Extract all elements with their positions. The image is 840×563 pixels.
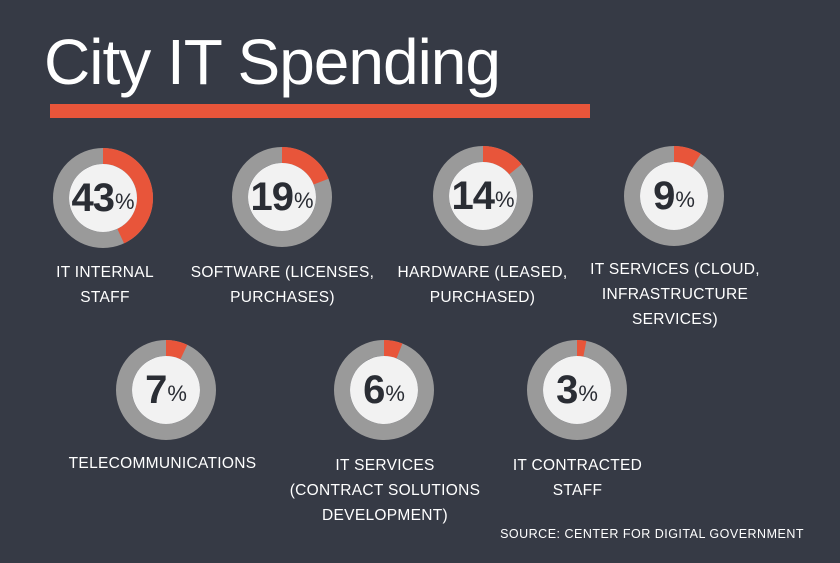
donut-track: [53, 148, 153, 248]
percent-sign: %: [167, 381, 187, 406]
percent-label: 3%: [527, 340, 627, 440]
donut-slice: [527, 340, 627, 440]
donut-center: [640, 162, 708, 230]
category-label: TELECOMMUNICATIONS: [68, 455, 257, 472]
donut-center: [543, 356, 611, 424]
donut-ring: [116, 340, 216, 440]
percent-sign: %: [494, 187, 515, 212]
percent-sign: %: [114, 189, 135, 214]
percent-sign: %: [385, 381, 405, 406]
donut-track: [334, 340, 434, 440]
donut-center: [69, 164, 137, 232]
donut-slice: [116, 340, 216, 440]
donut-ring: [527, 340, 627, 440]
category-label: IT INTERNAL STAFF: [56, 264, 154, 306]
donut-center: [132, 356, 200, 424]
percent-label: 43%: [53, 148, 153, 248]
donut-center: [449, 162, 517, 230]
percent-sign: %: [675, 187, 695, 212]
source-note: SOURCE: CENTER FOR DIGITAL GOVERNMENT: [500, 527, 804, 541]
donut-track: [232, 147, 332, 247]
donut-ring: [624, 146, 724, 246]
percent-label: 14%: [433, 146, 533, 246]
percent-value: 19: [250, 174, 293, 219]
donut-track: [433, 146, 533, 246]
donut-chart: 9%: [624, 146, 724, 246]
donut-ring: [53, 148, 153, 248]
percent-label: 19%: [232, 147, 332, 247]
donut-ring: [232, 147, 332, 247]
donut-chart: 14%: [433, 146, 533, 246]
category-label: HARDWARE (LEASED, PURCHASED): [397, 264, 568, 306]
donut-track: [116, 340, 216, 440]
donut-track: [624, 146, 724, 246]
donut-slice: [334, 340, 434, 440]
donut-chart: 3%: [527, 340, 627, 440]
percent-value: 7: [145, 367, 167, 412]
page-title: City IT Spending: [44, 26, 501, 98]
percent-label: 7%: [116, 340, 216, 440]
donut-chart: 43%: [53, 148, 153, 248]
donut-ring: [334, 340, 434, 440]
donut-slice: [433, 146, 533, 246]
donut-slice: [53, 148, 153, 248]
percent-label: 9%: [624, 146, 724, 246]
donut-center: [248, 163, 316, 231]
title-underline-bar: [50, 104, 590, 118]
percent-label: 6%: [334, 340, 434, 440]
category-label: IT SERVICES (CLOUD, INFRASTRUCTURE SERVI…: [590, 261, 760, 328]
donut-chart: 7%: [116, 340, 216, 440]
donut-slice: [232, 147, 332, 247]
category-label: SOFTWARE (LICENSES, PURCHASES): [190, 264, 375, 306]
percent-value: 43: [71, 175, 114, 220]
category-label: IT SERVICES (CONTRACT SOLUTIONS DEVELOPM…: [289, 457, 481, 524]
percent-sign: %: [578, 381, 598, 406]
percent-value: 3: [556, 367, 578, 412]
percent-value: 14: [451, 173, 494, 218]
donut-slice: [624, 146, 724, 246]
category-label: IT CONTRACTED STAFF: [512, 457, 643, 499]
percent-value: 9: [653, 173, 675, 218]
percent-value: 6: [363, 367, 385, 412]
donut-chart: 6%: [334, 340, 434, 440]
donut-ring: [433, 146, 533, 246]
donut-chart: 19%: [232, 147, 332, 247]
percent-sign: %: [293, 188, 314, 213]
donut-track: [527, 340, 627, 440]
donut-center: [350, 356, 418, 424]
